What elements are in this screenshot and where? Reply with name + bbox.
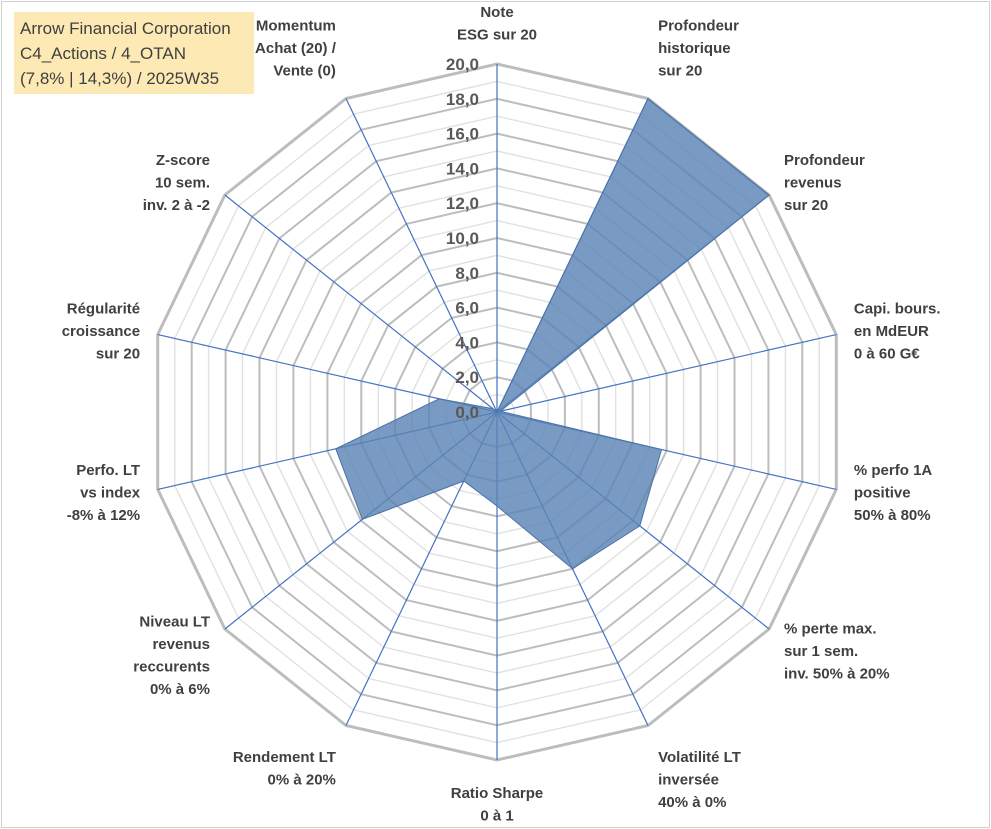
axis-label-4-line-1: positive [854, 484, 911, 501]
radar-series [335, 97, 770, 570]
axis-label-5-line-1: sur 1 sem. [784, 643, 858, 660]
axis-label-13-line-0: Momentum [256, 17, 336, 34]
axis-label-7-line-1: 0 à 1 [480, 808, 513, 825]
axis-label-4-line-2: 50% à 80% [854, 507, 931, 524]
tick-label-2: 4,0 [455, 333, 479, 352]
company-name: Arrow Financial Corporation [20, 19, 231, 38]
tick-label-4: 8,0 [455, 264, 479, 283]
axis-label-2-line-0: Profondeur [784, 152, 865, 169]
tick-label-9: 18,0 [446, 90, 479, 109]
spoke-13 [345, 98, 498, 413]
axis-label-8-line-0: Rendement LT [233, 749, 336, 766]
axis-label-3-line-1: en MdEUR [854, 323, 929, 340]
axis-label-9-line-2: reccurents [133, 659, 210, 676]
axis-label-0-line-0: Note [480, 4, 513, 21]
axis-label-4-line-0: % perfo 1A [854, 462, 933, 479]
axis-label-6-line-0: Volatilité LT [658, 749, 741, 766]
axis-label-13-line-2: Vente (0) [273, 62, 336, 79]
radial-tick-labels: 0,0 2,0 4,0 6,0 8,0 10,0 12,0 14,0 16,0 18,0 20,0 [446, 55, 479, 422]
tick-label-0: 0,0 [455, 403, 479, 422]
axis-label-1-line-0: Profondeur [658, 17, 739, 34]
classification-label: C4_Actions / 4_OTAN [20, 44, 186, 63]
axis-label-6-line-2: 40% à 0% [658, 794, 726, 811]
axis-label-4: % perfo 1A positive 50% à 80% [854, 462, 933, 524]
axis-label-13-line-1: Achat (20) / [255, 40, 337, 57]
axis-label-6: Volatilité LT inversée 40% à 0% [658, 749, 741, 811]
axis-label-3: Capi. bours. en MdEUR 0 à 60 G€ [854, 301, 941, 363]
axis-label-3-line-2: 0 à 60 G€ [854, 346, 921, 363]
tick-label-5: 10,0 [446, 229, 479, 248]
axis-label-5-line-0: % perte max. [784, 621, 877, 638]
tick-label-10: 20,0 [446, 55, 479, 74]
axis-label-11: Régularité croissance sur 20 [62, 301, 140, 363]
tick-label-1: 2,0 [455, 368, 479, 387]
axis-label-9: Niveau LT revenus reccurents 0% à 6% [133, 614, 210, 699]
axis-label-1-line-2: sur 20 [658, 62, 702, 79]
axis-label-10-line-1: vs index [80, 484, 141, 501]
axis-label-1-line-1: historique [658, 40, 731, 57]
axis-label-11-line-0: Régularité [67, 301, 140, 318]
axis-label-12: Z-score 10 sem. inv. 2 à -2 [143, 152, 210, 214]
axis-label-12-line-1: 10 sem. [155, 175, 210, 192]
axis-label-5-line-2: inv. 50% à 20% [784, 666, 890, 683]
axis-label-11-line-2: sur 20 [96, 346, 140, 363]
axis-label-8-line-1: 0% à 20% [268, 772, 336, 789]
axis-label-10-line-2: -8% à 12% [67, 507, 140, 524]
axis-label-7-line-0: Ratio Sharpe [451, 785, 544, 802]
axis-label-3-line-0: Capi. bours. [854, 301, 941, 318]
axis-label-12-line-0: Z-score [156, 152, 210, 169]
spoke-12 [224, 194, 498, 413]
tick-label-8: 16,0 [446, 125, 479, 144]
axis-label-8: Rendement LT 0% à 20% [233, 749, 336, 789]
axis-label-2-line-2: sur 20 [784, 197, 828, 214]
series-area [335, 97, 770, 570]
axis-label-9-line-1: revenus [152, 636, 210, 653]
axis-labels: Note ESG sur 20 Profondeur historique sur 20… [62, 4, 941, 825]
axis-label-5: % perte max. sur 1 sem. inv. 50% à 20% [784, 621, 890, 683]
axis-label-1: Profondeur historique sur 20 [658, 17, 739, 79]
axis-label-10: Perfo. LT vs index -8% à 12% [67, 462, 141, 524]
performance-period-label: (7,8% | 14,3%) / 2025W35 [20, 69, 220, 88]
axis-label-2: Profondeur revenus sur 20 [784, 152, 865, 214]
spoke-3 [496, 334, 837, 413]
tick-label-6: 12,0 [446, 194, 479, 213]
axis-label-2-line-1: revenus [784, 175, 842, 192]
axis-label-9-line-3: 0% à 6% [150, 681, 210, 698]
axis-label-0-line-1: ESG sur 20 [457, 27, 537, 44]
axis-label-6-line-1: inversée [658, 772, 719, 789]
axis-label-9-line-0: Niveau LT [139, 614, 210, 631]
tick-label-7: 14,0 [446, 159, 479, 178]
axis-label-0: Note ESG sur 20 [457, 4, 537, 44]
axis-label-7: Ratio Sharpe 0 à 1 [451, 785, 544, 825]
axis-label-12-line-2: inv. 2 à -2 [143, 197, 210, 214]
tick-label-3: 6,0 [455, 299, 479, 318]
axis-label-13: Momentum Achat (20) / Vente (0) [255, 17, 337, 79]
axis-label-11-line-1: croissance [62, 323, 140, 340]
axis-label-10-line-0: Perfo. LT [76, 462, 140, 479]
chart-header-box: Arrow Financial Corporation C4_Actions /… [14, 12, 254, 94]
